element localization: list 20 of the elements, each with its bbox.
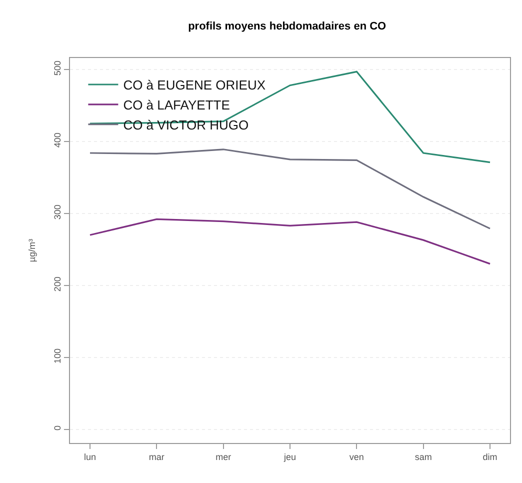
line-series xyxy=(89,70,491,164)
y-tick-label: 0 xyxy=(52,425,62,430)
line-series xyxy=(89,148,491,230)
y-tick-label: 200 xyxy=(52,276,62,292)
x-tick-label: jeu xyxy=(282,452,296,462)
y-axis-title: µg/m³ xyxy=(26,238,37,262)
y-tick-label: 100 xyxy=(52,348,62,364)
legend-label: CO à EUGENE ORIEUX xyxy=(123,78,266,93)
legend-label: CO à LAFAYETTE xyxy=(123,97,230,112)
x-tick-label: lun xyxy=(84,452,96,462)
x-tick-label: ven xyxy=(349,452,364,462)
y-tick-label: 500 xyxy=(52,60,62,76)
x-tick-label: mar xyxy=(148,452,164,462)
x-tick-label: mer xyxy=(216,452,232,462)
x-tick-label: sam xyxy=(414,452,432,462)
line-series xyxy=(89,218,491,265)
x-tick-label: dim xyxy=(482,452,498,462)
y-tick-label: 300 xyxy=(52,204,62,220)
chart-title: profils moyens hebdomadaires en CO xyxy=(188,20,387,32)
y-tick-label: 400 xyxy=(52,132,62,148)
